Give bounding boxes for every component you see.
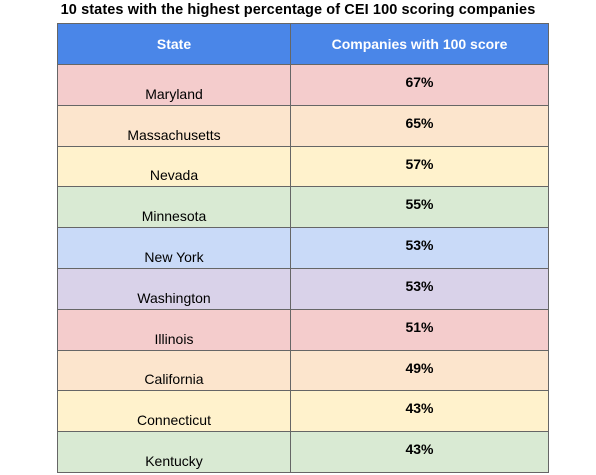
table-row: Nevada 57% (57, 145, 549, 188)
state-cell: New York (57, 227, 291, 269)
state-cell: Massachusetts (57, 104, 291, 147)
score-cell: 51% (290, 308, 549, 351)
score-cell: 49% (290, 349, 549, 392)
table-row: Maryland 67% (57, 64, 549, 106)
table-body: Maryland 67% Massachusetts 65% Nevada 57% Minn… (57, 64, 549, 473)
state-cell: Nevada (57, 145, 291, 188)
state-cell: Kentucky (57, 431, 291, 473)
score-cell: 67% (290, 64, 549, 106)
state-cell: Washington (57, 267, 291, 310)
score-cell: 43% (290, 390, 549, 433)
score-cell: 65% (290, 104, 549, 147)
table-row: Massachusetts 65% (57, 104, 549, 147)
table-row: New York 53% (57, 227, 549, 269)
table-row: Connecticut 43% (57, 390, 549, 433)
score-cell: 53% (290, 267, 549, 310)
table-row: Illinois 51% (57, 308, 549, 351)
table-row: Washington 53% (57, 267, 549, 310)
column-header-state: State (57, 23, 291, 65)
state-cell: Maryland (57, 64, 291, 106)
score-cell: 55% (290, 186, 549, 229)
state-cell: California (57, 349, 291, 392)
table-row: Minnesota 55% (57, 186, 549, 229)
state-cell: Minnesota (57, 186, 291, 229)
table-row: California 49% (57, 349, 549, 392)
cei-table: State Companies with 100 score Maryland 6… (57, 23, 549, 473)
state-cell: Connecticut (57, 390, 291, 433)
table-row: Kentucky 43% (57, 431, 549, 473)
score-cell: 53% (290, 227, 549, 269)
header-row: State Companies with 100 score (57, 23, 549, 65)
column-header-score: Companies with 100 score (290, 23, 549, 65)
state-cell: Illinois (57, 308, 291, 351)
score-cell: 57% (290, 145, 549, 188)
chart-title: 10 states with the highest percentage of… (60, 2, 536, 18)
score-cell: 43% (290, 431, 549, 473)
